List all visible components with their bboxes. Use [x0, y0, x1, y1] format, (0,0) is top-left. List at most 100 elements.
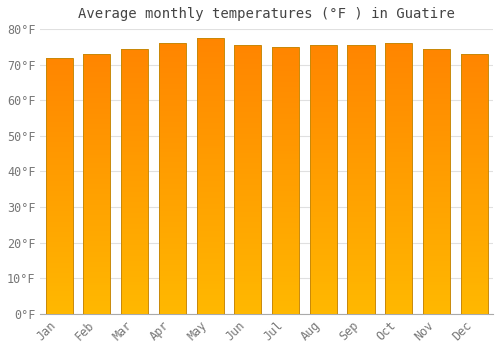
Bar	[159, 206, 186, 208]
Bar	[460, 246, 488, 249]
Bar	[159, 141, 186, 144]
Bar	[460, 150, 488, 153]
Bar	[196, 259, 224, 261]
Bar	[423, 173, 450, 176]
Bar	[121, 210, 148, 213]
Bar	[272, 92, 299, 95]
Bar	[196, 52, 224, 55]
Bar	[121, 285, 148, 287]
Bar	[84, 202, 110, 205]
Bar	[310, 206, 337, 209]
Bar	[310, 223, 337, 225]
Bar	[460, 252, 488, 254]
Bar	[385, 184, 412, 187]
Bar	[272, 135, 299, 138]
Bar	[159, 203, 186, 206]
Bar	[272, 266, 299, 268]
Bar	[84, 262, 110, 265]
Bar	[385, 254, 412, 257]
Bar	[234, 45, 262, 314]
Bar	[460, 88, 488, 90]
Bar	[272, 87, 299, 90]
Bar	[46, 296, 73, 299]
Bar	[348, 80, 374, 83]
Bar	[272, 143, 299, 146]
Bar	[348, 61, 374, 64]
Bar	[121, 184, 148, 187]
Bar	[348, 153, 374, 155]
Bar	[84, 103, 110, 106]
Bar	[121, 200, 148, 203]
Bar	[423, 126, 450, 128]
Bar	[196, 82, 224, 85]
Bar	[348, 282, 374, 284]
Bar	[310, 182, 337, 185]
Bar	[385, 303, 412, 306]
Bar	[348, 163, 374, 166]
Bar	[46, 265, 73, 268]
Bar	[423, 250, 450, 253]
Bar	[385, 308, 412, 311]
Bar	[234, 284, 262, 287]
Bar	[46, 196, 73, 198]
Bar	[272, 138, 299, 140]
Bar	[310, 239, 337, 241]
Bar	[460, 111, 488, 114]
Bar	[196, 132, 224, 134]
Bar	[159, 84, 186, 86]
Bar	[460, 306, 488, 309]
Bar	[423, 158, 450, 160]
Bar	[460, 278, 488, 280]
Bar	[121, 237, 148, 240]
Bar	[310, 115, 337, 118]
Bar	[460, 168, 488, 171]
Bar	[423, 285, 450, 287]
Bar	[84, 241, 110, 244]
Bar	[310, 303, 337, 306]
Bar	[460, 72, 488, 75]
Bar	[159, 70, 186, 73]
Bar	[46, 232, 73, 235]
Bar	[121, 118, 148, 120]
Bar	[234, 177, 262, 180]
Bar	[121, 120, 148, 123]
Bar	[196, 68, 224, 71]
Bar	[272, 263, 299, 266]
Bar	[385, 119, 412, 122]
Bar	[423, 168, 450, 171]
Bar	[159, 57, 186, 60]
Bar	[460, 205, 488, 207]
Bar	[348, 56, 374, 58]
Bar	[84, 298, 110, 301]
Bar	[196, 85, 224, 88]
Bar	[385, 241, 412, 244]
Bar	[121, 136, 148, 139]
Bar	[196, 311, 224, 314]
Bar	[234, 93, 262, 96]
Bar	[423, 242, 450, 245]
Bar	[385, 146, 412, 149]
Bar	[234, 115, 262, 118]
Bar	[121, 59, 148, 62]
Bar	[385, 225, 412, 227]
Bar	[234, 182, 262, 185]
Bar	[385, 246, 412, 249]
Bar	[121, 147, 148, 149]
Bar	[310, 177, 337, 180]
Bar	[460, 187, 488, 189]
Bar	[46, 201, 73, 204]
Bar	[310, 188, 337, 190]
Bar	[310, 104, 337, 107]
Bar	[84, 148, 110, 150]
Bar	[460, 212, 488, 215]
Bar	[159, 281, 186, 284]
Bar	[310, 276, 337, 279]
Bar	[121, 149, 148, 152]
Bar	[385, 57, 412, 60]
Bar	[196, 256, 224, 259]
Bar	[121, 72, 148, 75]
Bar	[46, 91, 73, 93]
Bar	[423, 54, 450, 57]
Bar	[385, 214, 412, 217]
Bar	[310, 298, 337, 300]
